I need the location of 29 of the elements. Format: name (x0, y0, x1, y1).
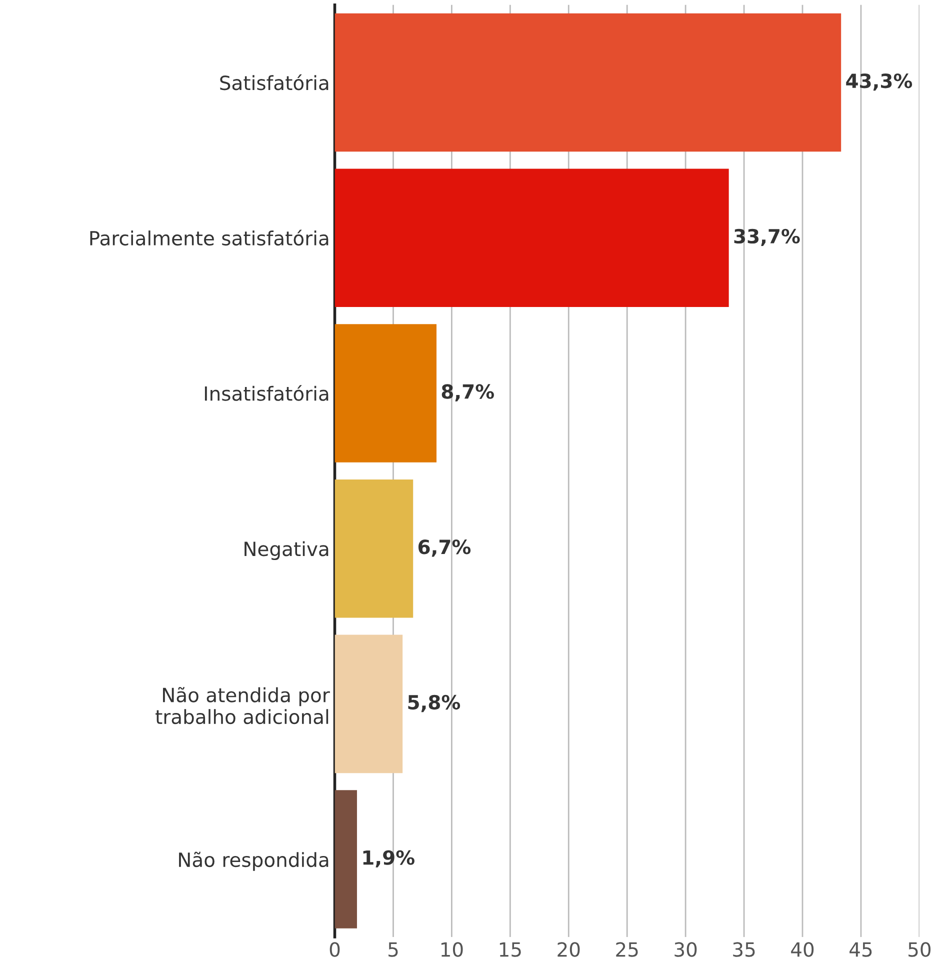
data-label: 5,8% (408, 694, 460, 712)
bar (334, 790, 357, 928)
bar (334, 324, 436, 462)
data-label: 8,7% (442, 384, 494, 402)
data-label: 6,7% (418, 540, 471, 557)
y-tick-label: Não respondida (179, 852, 328, 871)
x-tick-label: 15 (500, 942, 521, 957)
x-tick-label: 5 (388, 942, 398, 957)
data-label: 43,3% (846, 73, 912, 91)
x-tick-label: 25 (616, 942, 638, 957)
x-tick-label: 20 (558, 942, 580, 957)
y-tick-label: Negativa (244, 541, 328, 560)
x-tick-label: 50 (908, 942, 931, 957)
y-tick-label: Parcialmente satisfatória (90, 230, 328, 246)
y-tick-label: Insatisfatória (204, 385, 328, 401)
x-tick-label: 35 (733, 942, 755, 957)
data-label: 1,9% (363, 850, 414, 868)
bar (334, 634, 403, 774)
bar (334, 13, 842, 152)
x-tick-label: 45 (850, 942, 872, 957)
x-tick-label: 30 (674, 942, 697, 957)
y-tick-label: Não atendida por trabalho adicional (156, 686, 330, 724)
x-tick-label: 0 (330, 942, 340, 957)
x-tick-label: 10 (441, 942, 463, 957)
data-label: 33,7% (734, 228, 800, 246)
bar (334, 168, 729, 308)
x-tick-label: 40 (791, 942, 814, 957)
y-tick-label: Satisfatória (220, 74, 328, 90)
bar (334, 479, 414, 618)
